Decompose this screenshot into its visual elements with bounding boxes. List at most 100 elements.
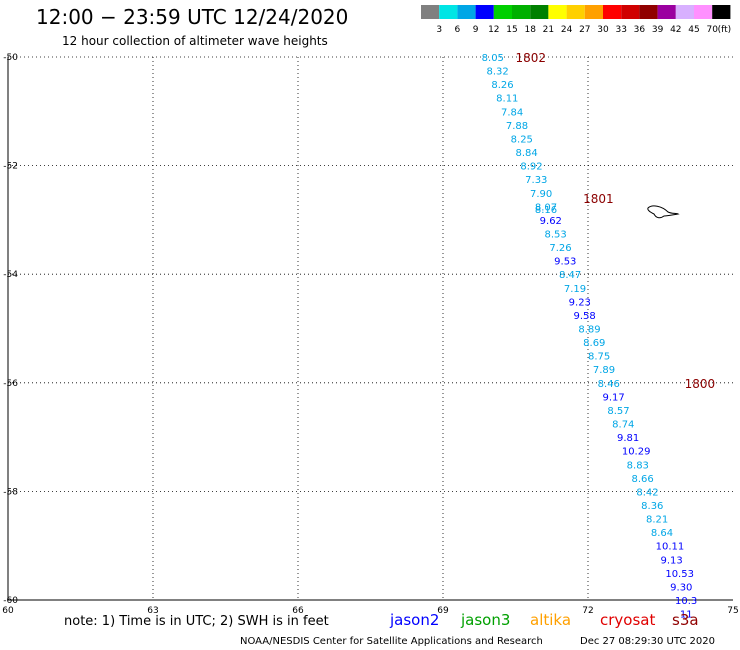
longitude-tick-label: 63 (147, 606, 158, 616)
colorbar-swatch (657, 5, 676, 19)
colorbar-tick-label: 15 (506, 25, 517, 35)
satellite-legend-jason2: jason2 (389, 611, 439, 629)
longitude-tick-label: 69 (437, 606, 449, 616)
map-subtitle: 12 hour collection of altimeter wave hei… (62, 34, 328, 48)
swh-observation-label: 10.3 (675, 596, 697, 607)
satellite-legend: jason2 jason3 altika cryosat s3a (389, 611, 699, 629)
colorbar-swatch (603, 5, 622, 19)
swh-observation-label: 9.17 (603, 392, 625, 403)
swh-observation-label: 8.75 (588, 352, 610, 363)
colorbar-tick-label: 21 (543, 25, 554, 35)
swh-observation-label: 7.33 (525, 175, 547, 186)
latitude-tick-label: -52 (3, 162, 18, 172)
wave-height-observations: 8.05 8.32 8.26 8.11 7.84 7.88 8.25 8.84 8.92 7.33… (482, 53, 698, 621)
footer-note: note: 1) Time is in UTC; 2) SWH is in fe… (64, 614, 329, 629)
satellite-legend-altika: altika (530, 611, 571, 629)
swh-observation-label: 7.88 (506, 121, 528, 132)
colorbar-tick-label: 3 (436, 25, 442, 35)
island-outline-icon (647, 205, 680, 219)
colorbar-swatch (566, 5, 585, 19)
footer-credit: NOAA/NESDIS Center for Satellite Applica… (240, 636, 543, 647)
swh-observation-label: 8.16 (535, 205, 557, 216)
swh-observation-label: 10.11 (656, 542, 685, 553)
map-title: 12:00 − 23:59 UTC 12/24/2020 (36, 5, 348, 29)
colorbar-swatch (530, 5, 549, 19)
swh-observation-label: 9.30 (670, 582, 692, 593)
colorbar-tick-label: 42 (670, 25, 681, 35)
latitude-tick-label: -60 (3, 596, 18, 606)
colorbar-swatch (621, 5, 640, 19)
colorbar-swatch (639, 5, 658, 19)
colorbar-swatch (694, 5, 713, 19)
swh-observation-label: 9.62 (540, 216, 562, 227)
swh-observation-label: 8.36 (641, 501, 663, 512)
colorbar-swatch (439, 5, 458, 19)
swh-observation-label: 9.58 (574, 311, 596, 322)
swh-observation-label: 8.57 (607, 406, 629, 417)
longitude-tick-label: 75 (727, 606, 738, 616)
colorbar-tick-label: 39 (652, 25, 664, 35)
pass-time-label: 1801 (583, 192, 614, 206)
swh-observation-label: 10.53 (665, 569, 694, 580)
swh-observation-label: 8.25 (511, 134, 533, 145)
longitude-tick-label: 60 (2, 606, 14, 616)
colorbar-tick-label: 12 (488, 25, 499, 35)
swh-observation-label: 8.64 (651, 528, 673, 539)
colorbar-swatch (421, 5, 440, 19)
colorbar-tick-label: 33 (615, 25, 626, 35)
swh-observation-label: 11 (680, 610, 693, 621)
pass-time-label: 1802 (516, 51, 547, 65)
colorbar-swatch (457, 5, 476, 19)
swh-observation-label: 8.46 (598, 379, 620, 390)
swh-observation-label: 8.69 (583, 338, 605, 349)
satellite-legend-s3a: s3a (672, 611, 699, 629)
latitude-tick-label: -56 (3, 379, 18, 389)
colorbar-tick-label: 45 (688, 25, 699, 35)
swh-observation-label: 9.53 (554, 257, 576, 268)
swh-observation-label: 8.05 (482, 53, 504, 64)
swh-observation-label: 9.23 (569, 297, 591, 308)
swh-observation-label: 8.83 (627, 460, 649, 471)
swh-observation-label: 8.47 (559, 270, 581, 281)
pass-time-label: 1800 (685, 377, 716, 391)
swh-observation-label: 7.19 (564, 284, 586, 295)
latitude-tick-label: -58 (3, 487, 18, 497)
swh-observation-label: 8.89 (578, 325, 600, 336)
colorbar-swatch (548, 5, 567, 19)
latitude-tick-label: -50 (3, 53, 18, 63)
longitude-tick-label: 72 (582, 606, 593, 616)
swh-observation-label: 8.84 (516, 148, 538, 159)
swh-observation-label: 8.21 (646, 515, 668, 526)
colorbar-tick-label: 36 (634, 25, 646, 35)
swh-observation-label: 8.11 (496, 94, 518, 105)
swh-observation-label: 8.53 (545, 229, 567, 240)
swh-observation-label: 8.26 (491, 80, 513, 91)
latitude-tick-label: -54 (3, 270, 18, 280)
pass-time-labels: 1802 1801 1800 (516, 51, 716, 391)
colorbar-swatch (493, 5, 512, 19)
colorbar-unit-label: (ft) (718, 25, 732, 35)
colorbar-swatch (712, 5, 731, 19)
colorbar-swatch (675, 5, 694, 19)
swh-observation-label: 9.13 (661, 555, 683, 566)
swh-observation-label: 9.81 (617, 433, 639, 444)
colorbar-tick-label: 24 (561, 25, 573, 35)
swh-observation-label: 7.84 (501, 107, 523, 118)
swh-observation-label: 8.74 (612, 420, 634, 431)
colorbar-tick-label: 30 (597, 25, 609, 35)
color-scale-legend: 3 6 9 12 15 18 21 24 27 30 33 36 39 42 45 70 (ft) (421, 5, 731, 35)
gridlines (8, 56, 733, 600)
swh-observation-label: 8.92 (520, 162, 542, 173)
swh-observation-label: 8.32 (487, 67, 509, 78)
swh-observation-label: 8.07 (535, 202, 557, 213)
swh-observation-label: 7.90 (530, 189, 552, 200)
swh-observation-label: 10.29 (622, 447, 651, 458)
swh-observation-label: 7.26 (549, 243, 571, 254)
swh-observation-label: 8.66 (632, 474, 654, 485)
colorbar-swatch (584, 5, 603, 19)
satellite-legend-cryosat: cryosat (600, 611, 655, 629)
colorbar-swatch (512, 5, 531, 19)
